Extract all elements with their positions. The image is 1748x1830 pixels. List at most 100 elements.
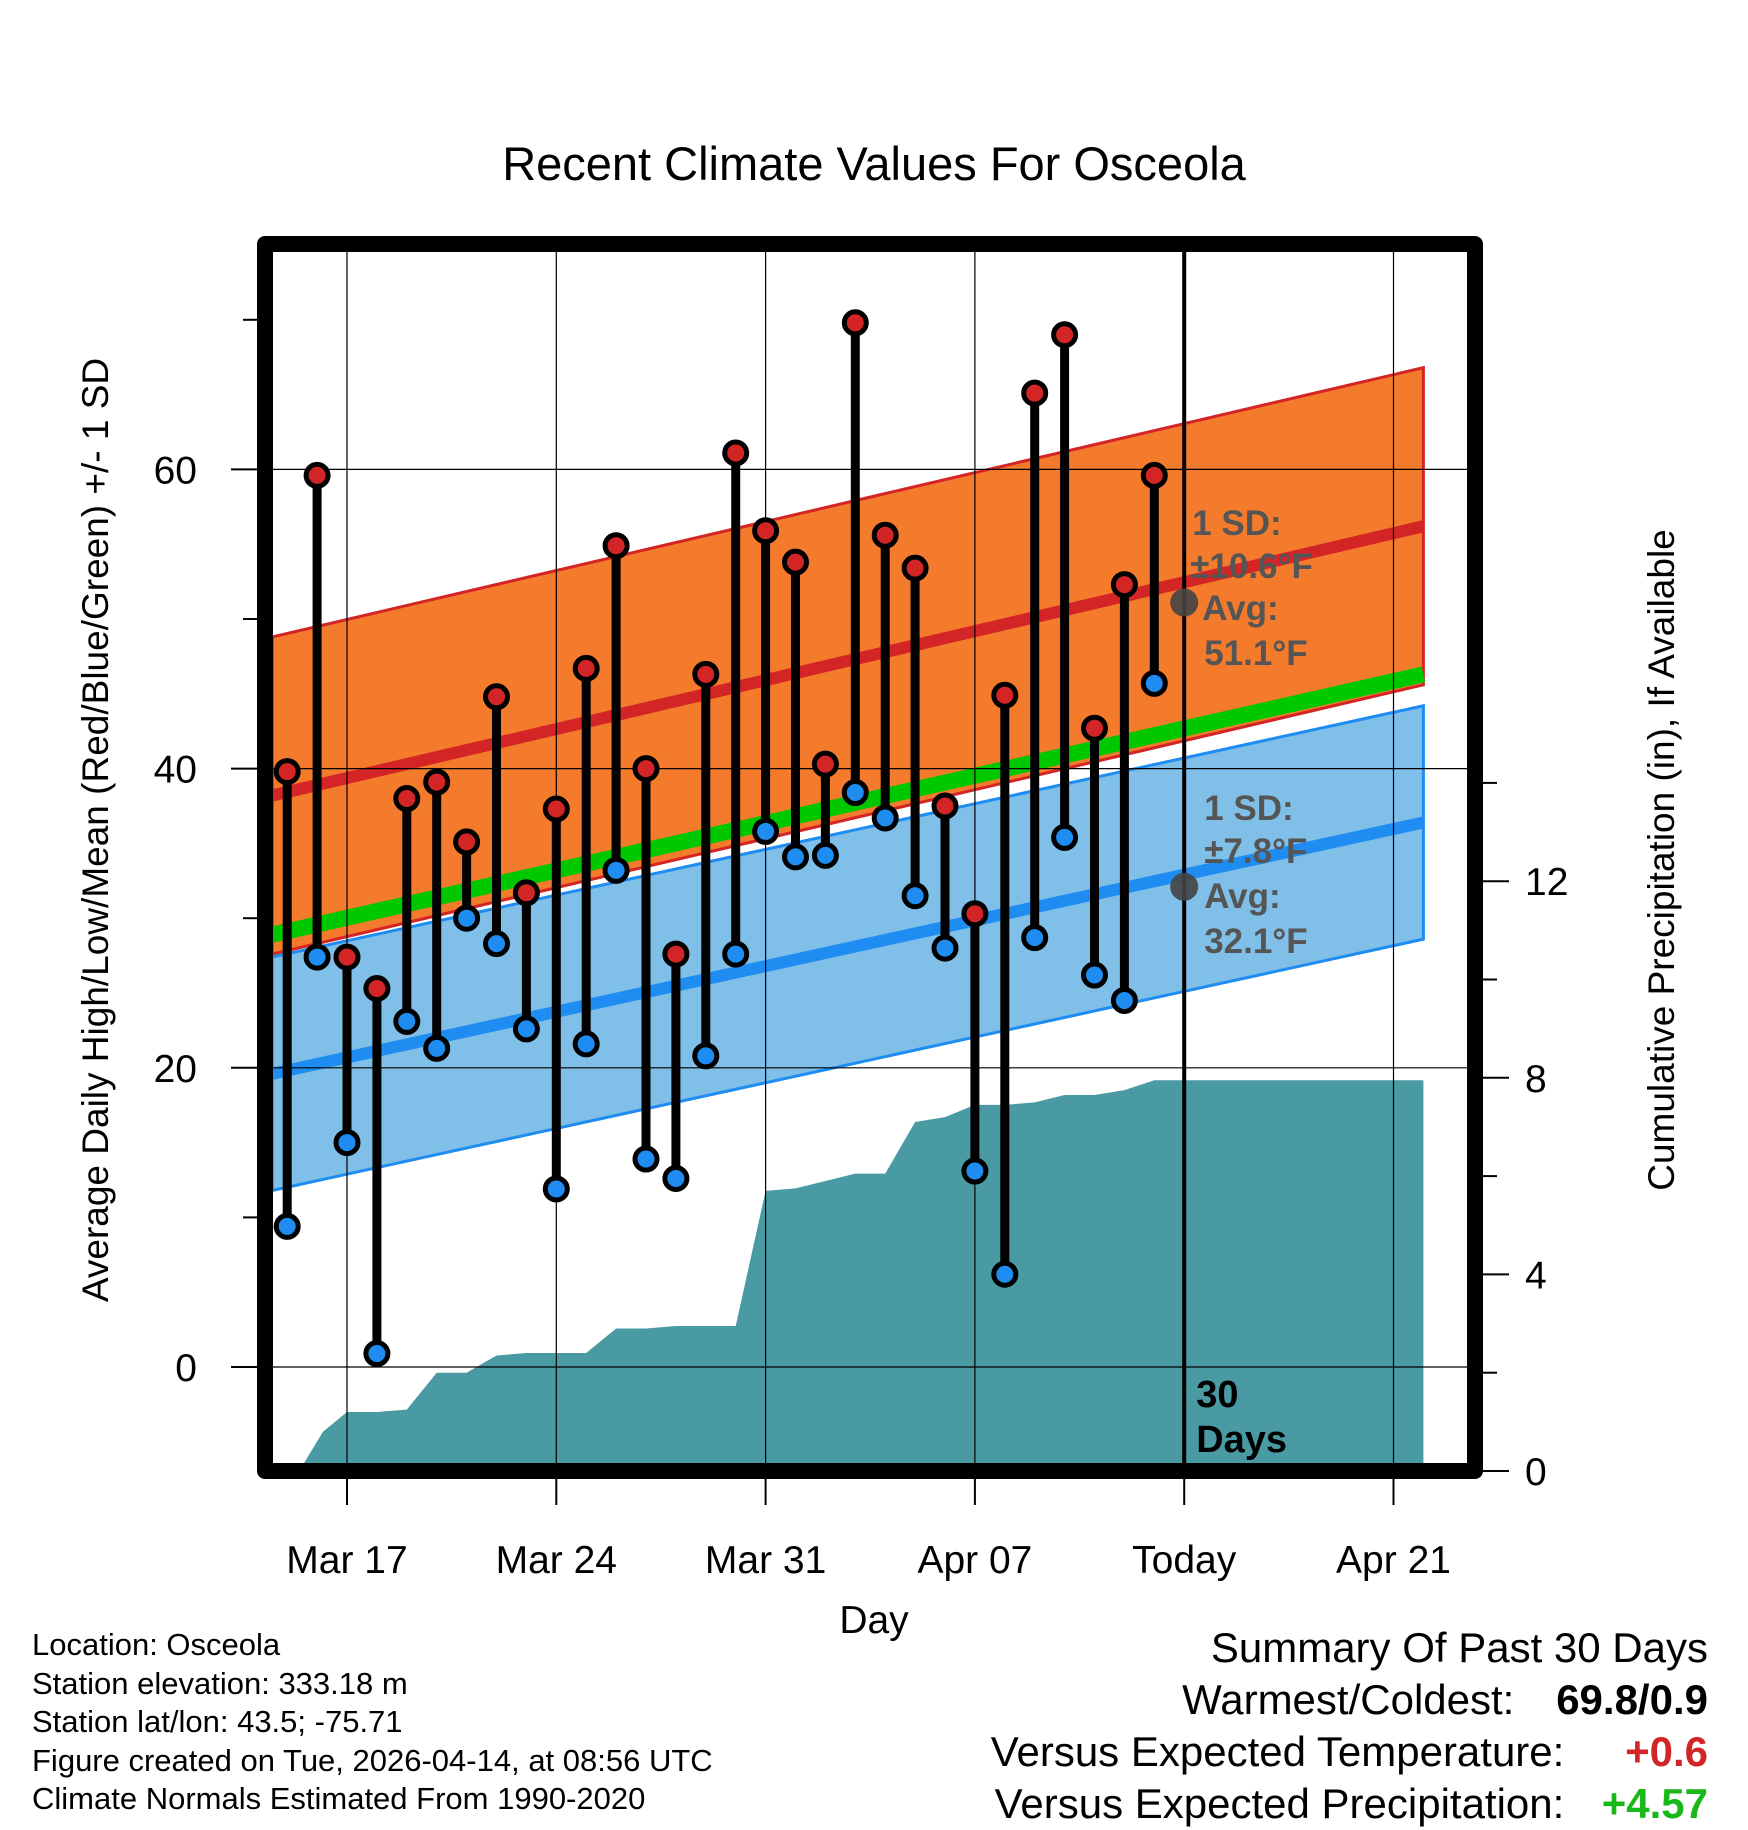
info-normals: Climate Normals Estimated From 1990-2020 [32, 1781, 646, 1816]
daily-high-point [841, 309, 869, 337]
daily-high-point [602, 532, 630, 560]
daily-low-point [423, 1034, 451, 1062]
summary-warm-cold-label: Warmest/Coldest: [1182, 1676, 1515, 1723]
y-axis-label-left: Average Daily High/Low/Mean (Red/Blue/Gr… [75, 358, 116, 1302]
today-low-avg-marker [1170, 872, 1199, 901]
daily-low-point [393, 1007, 421, 1035]
daily-low-point [722, 940, 750, 968]
precip-area [299, 1080, 1424, 1471]
daily-high-point [453, 828, 481, 856]
daily-low-point [572, 1030, 600, 1058]
station-info: Location: Osceola Station elevation: 333… [32, 1626, 713, 1819]
daily-low-point [453, 904, 481, 932]
daily-low-point [542, 1175, 570, 1203]
daily-high-point [572, 654, 600, 682]
daily-high-point [393, 785, 421, 813]
low-avg-label: Avg: [1204, 877, 1280, 916]
daily-low-point [483, 930, 510, 958]
summary-warm-cold-row: Warmest/Coldest: 69.8/0.9 [991, 1674, 1708, 1726]
high-sd-value: ±10.6°F [1190, 547, 1313, 586]
daily-high-point [483, 683, 510, 711]
y2-tick-label: 4 [1525, 1254, 1547, 1297]
x-tick-label: Apr 07 [917, 1539, 1032, 1582]
daily-high-point [871, 521, 899, 549]
daily-low-point [602, 856, 630, 884]
daily-low-point [961, 1157, 989, 1185]
daily-low-point [1081, 961, 1108, 989]
y2-tick-label: 8 [1525, 1058, 1547, 1101]
daily-low-point [1110, 986, 1138, 1014]
daily-low-point [1051, 823, 1079, 851]
normal-high-line [270, 520, 1425, 802]
daily-high-point [692, 660, 720, 688]
y2-tick-label: 0 [1525, 1451, 1547, 1494]
daily-high-point [333, 943, 361, 971]
daily-high-point [901, 554, 929, 582]
x-tick-label: Mar 17 [286, 1539, 407, 1582]
high-avg-label: Avg: [1202, 589, 1278, 628]
daily-low-point [512, 1015, 540, 1043]
daily-high-point [1110, 571, 1138, 599]
info-created: Figure created on Tue, 2026-04-14, at 08… [32, 1742, 713, 1778]
y-tick-label: 60 [154, 449, 197, 492]
x-axis-label: Day [839, 1599, 909, 1642]
daily-low-point [901, 882, 929, 910]
daily-low-point [692, 1042, 720, 1070]
summary-precip-label: Versus Expected Precipitation: [994, 1780, 1565, 1827]
y-tick-label: 40 [154, 749, 197, 792]
summary-warm-cold-value: 69.8/0.9 [1556, 1676, 1708, 1723]
daily-low-point [273, 1212, 301, 1240]
daily-high-point [991, 681, 1019, 709]
high-sd-label: 1 SD: [1192, 504, 1281, 543]
daily-high-point [961, 900, 989, 928]
low-sd-label: 1 SD: [1204, 789, 1293, 828]
daily-low-point [752, 817, 780, 845]
x-tick-label: Mar 31 [705, 1539, 826, 1582]
y-axis-label-right: Cumulative Precipitation (in), If Availa… [1641, 529, 1682, 1191]
info-location: Location: Osceola [32, 1627, 281, 1662]
daily-high-point [1021, 379, 1049, 407]
today-days-number: 30 [1196, 1374, 1238, 1416]
summary-temp-row: Versus Expected Temperature: +0.6 [991, 1726, 1708, 1778]
daily-high-point [752, 517, 780, 545]
daily-low-point [1021, 924, 1049, 952]
plot-frame [257, 236, 1483, 1479]
x-tick-label: Apr 21 [1336, 1539, 1451, 1582]
daily-low-point [632, 1145, 660, 1173]
info-elevation: Station elevation: 333.18 m [32, 1665, 408, 1701]
summary-precip-row: Versus Expected Precipitation: +4.57 [991, 1778, 1708, 1830]
daily-low-point [841, 779, 869, 807]
daily-high-point [931, 792, 959, 820]
summary-temp-value: +0.6 [1625, 1728, 1708, 1775]
daily-low-point [662, 1165, 690, 1193]
x-tick-label: Mar 24 [496, 1539, 617, 1582]
high-avg-value: 51.1°F [1204, 634, 1308, 673]
daily-low-point [931, 934, 959, 962]
daily-low-point [782, 843, 809, 871]
low-sd-value: ±7.8°F [1204, 832, 1307, 871]
summary-panel: Summary Of Past 30 Days Warmest/Coldest:… [991, 1622, 1708, 1830]
daily-high-point [363, 975, 391, 1003]
chart-title: Recent Climate Values For Osceola [502, 137, 1246, 190]
daily-high-point [662, 940, 690, 968]
normal-low-line [270, 816, 1425, 1080]
summary-temp-label: Versus Expected Temperature: [990, 1728, 1565, 1775]
daily-low-point [363, 1340, 391, 1368]
daily-low-point [303, 943, 331, 971]
daily-high-point [1081, 714, 1108, 742]
y2-tick-label: 12 [1525, 861, 1568, 904]
daily-low-point [811, 841, 839, 869]
y-tick-label: 20 [154, 1048, 197, 1091]
daily-high-point [273, 758, 301, 786]
daily-low-point [333, 1129, 361, 1157]
summary-heading: Summary Of Past 30 Days [1210, 1624, 1708, 1671]
daily-high-point [303, 461, 331, 489]
daily-high-point [512, 879, 540, 907]
daily-high-point [423, 768, 451, 796]
y-tick-label: 0 [175, 1347, 197, 1390]
daily-low-point [991, 1260, 1019, 1288]
daily-high-point [722, 439, 750, 467]
daily-high-point [1051, 321, 1079, 349]
daily-low-point [871, 804, 899, 832]
